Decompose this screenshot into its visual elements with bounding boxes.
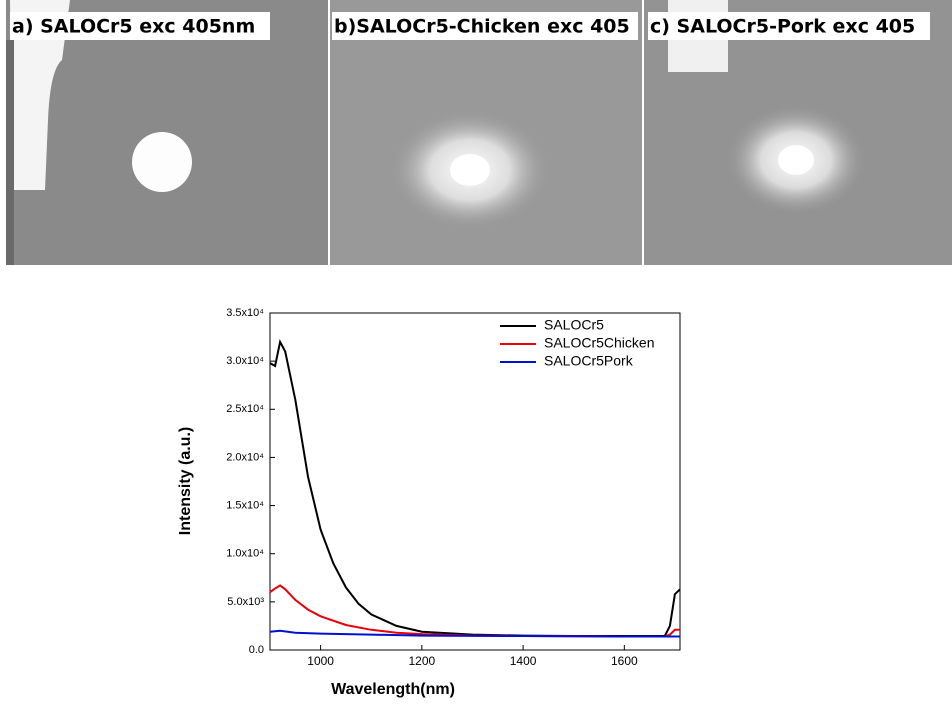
figure: a) SALOCr5 exc 405nm b)SALOCr5-Chicken e… xyxy=(0,0,952,705)
y-tick-label: 5.0x10³ xyxy=(227,596,264,608)
panel-label: c) SALOCr5-Pork exc 405 xyxy=(650,16,915,38)
x-tick-label: 1400 xyxy=(510,654,537,668)
panel-label: a) SALOCr5 exc 405nm xyxy=(12,16,255,38)
x-tick-label: 1000 xyxy=(307,654,334,668)
y-tick-label: 1.5x10⁴ xyxy=(226,499,264,511)
y-tick-label: 2.0x10⁴ xyxy=(226,451,264,463)
legend-label: SALOCr5 xyxy=(544,317,604,333)
y-tick-label: 1.0x10⁴ xyxy=(226,548,264,560)
y-tick-label: 3.5x10⁴ xyxy=(226,307,264,319)
panel-label: b)SALOCr5-Chicken exc 405 xyxy=(334,16,630,38)
legend-label: SALOCr5Chicken xyxy=(544,335,655,351)
y-tick-label: 2.5x10⁴ xyxy=(226,403,264,415)
series-line xyxy=(270,631,680,637)
x-axis-label: Wavelength(nm) xyxy=(331,681,455,698)
series-line xyxy=(270,586,680,637)
series-line xyxy=(270,342,680,636)
y-tick-label: 3.0x10⁴ xyxy=(226,355,264,367)
x-tick-label: 1200 xyxy=(409,654,436,668)
y-axis-label: Intensity (a.u.) xyxy=(177,427,194,535)
x-tick-label: 1600 xyxy=(611,654,638,668)
legend-label: SALOCr5Pork xyxy=(544,353,634,369)
y-tick-label: 0.0 xyxy=(249,644,264,656)
